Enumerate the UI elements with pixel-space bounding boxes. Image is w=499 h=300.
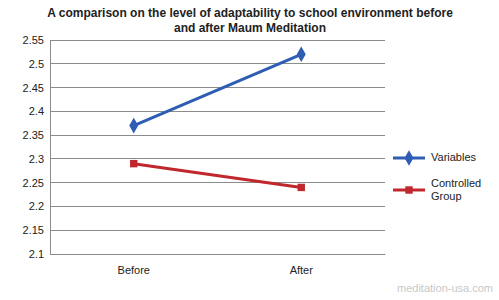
series-line [134, 164, 302, 188]
legend-marker [405, 150, 414, 166]
grid-line [50, 182, 385, 183]
x-axis-line [51, 254, 386, 255]
legend [393, 150, 425, 193]
y-tick: 2.35 [23, 129, 50, 141]
series-marker [129, 118, 138, 134]
grid-line [50, 87, 385, 88]
y-tick-label: 2.3 [29, 153, 44, 165]
y-tick-label: 2.35 [23, 129, 44, 141]
grid-line [50, 135, 385, 136]
y-tick-label: 2.15 [23, 224, 44, 236]
y-tick-label: 2.45 [23, 82, 44, 94]
y-tick: 2.25 [23, 177, 50, 189]
grid-line [50, 230, 385, 231]
legend-marker [405, 186, 412, 193]
grid-line [50, 158, 385, 159]
grid-line [50, 63, 385, 64]
series-group [129, 46, 305, 191]
y-tick-label: 2.4 [29, 105, 44, 117]
series-marker [298, 184, 305, 191]
y-tick: 2.5 [29, 58, 50, 70]
series-marker [297, 46, 306, 62]
plot-area: 2.1 2.15 2.2 2.25 2.3 2.35 2.4 2.45 2.5 2.55 Befor… [23, 34, 386, 276]
y-tick: 2.2 [29, 200, 50, 212]
grid-line [50, 111, 385, 112]
series-marker [130, 160, 137, 167]
y-tick-label: 2.2 [29, 200, 44, 212]
y-tick-label: 2.55 [23, 34, 44, 46]
y-tick-label: 2.25 [23, 177, 44, 189]
x-tick-label: Before [118, 264, 150, 276]
y-tick-label: 2.5 [29, 58, 44, 70]
grid-line [50, 254, 385, 255]
chart-title: A comparison on the level of adaptabilit… [40, 6, 460, 36]
legend-label: Controlled Group [431, 177, 493, 203]
chart-svg: 2.1 2.15 2.2 2.25 2.3 2.35 2.4 2.45 2.5 2.55 Befor… [0, 0, 499, 300]
y-tick: 2.55 [23, 34, 50, 46]
y-tick-label: 2.1 [29, 248, 44, 260]
x-tick: Before [118, 254, 150, 276]
legend-label: Variables [431, 151, 493, 164]
chart: A comparison on the level of adaptabilit… [0, 0, 499, 300]
y-tick: 2.4 [29, 105, 50, 117]
x-tick-label: After [290, 264, 314, 276]
y-axis: 2.1 2.15 2.2 2.25 2.3 2.35 2.4 2.45 2.5 2.55 [23, 34, 51, 260]
y-tick: 2.15 [23, 224, 50, 236]
y-tick: 2.1 [29, 248, 50, 260]
x-tick: After [290, 254, 314, 276]
series-line [134, 54, 302, 125]
watermark: meditation-usa.com [397, 282, 493, 294]
grid-line [50, 206, 385, 207]
y-axis-line [50, 41, 51, 255]
x-axis: Before After [51, 254, 386, 276]
grid-line [50, 40, 385, 41]
y-tick: 2.3 [29, 153, 50, 165]
grid [50, 40, 385, 254]
y-tick: 2.45 [23, 82, 50, 94]
